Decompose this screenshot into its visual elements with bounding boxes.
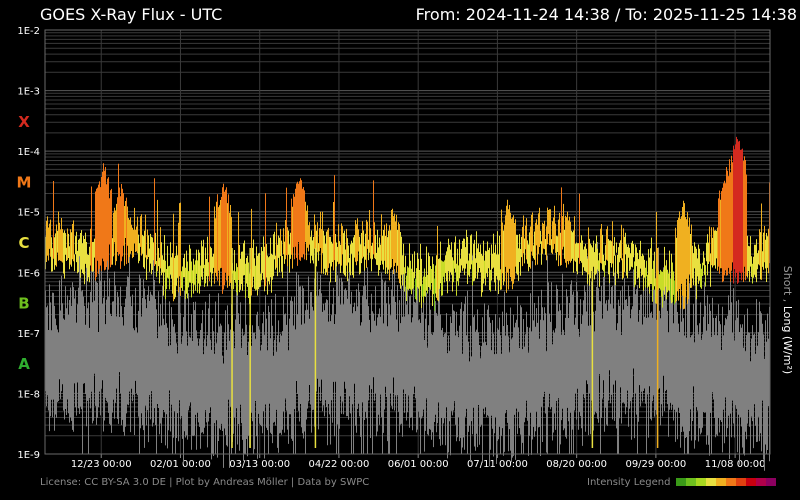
flux-series <box>45 136 770 471</box>
axis-ticks: 1E-2 1E-3 1E-4 1E-5 1E-6 1E-7 1E-8 1E-9 12/23 00… <box>17 26 765 470</box>
intensity-legend-bar <box>676 478 776 486</box>
y-tick-label: 1E-5 <box>17 208 40 219</box>
y-axis-label: Short , Long (W/m²) <box>781 266 794 374</box>
plot-frame <box>44 29 771 455</box>
x-tick-label: 08/20 00:00 <box>546 459 607 470</box>
x-tick-label: 07/11 00:00 <box>467 459 528 470</box>
class-label-m: M <box>17 173 32 191</box>
date-range: From: 2024-11-24 14:38 / To: 2025-11-25 … <box>416 5 797 24</box>
legend-swatch <box>706 478 716 486</box>
x-tick-label: 11/08 00:00 <box>705 459 766 470</box>
legend-swatch <box>746 478 756 486</box>
legend-swatch <box>726 478 736 486</box>
y-tick-label: 1E-4 <box>17 147 40 158</box>
x-tick-label: 06/01 00:00 <box>388 459 449 470</box>
legend-swatch <box>686 478 696 486</box>
legend-swatch <box>766 478 776 486</box>
class-label-x: X <box>18 113 30 131</box>
x-tick-label: 02/01 00:00 <box>150 459 211 470</box>
series-short <box>45 242 770 471</box>
legend-swatch <box>696 478 706 486</box>
footer-license: License: CC BY-SA 3.0 DE | Plot by Andre… <box>40 477 369 488</box>
y-tick-label: 1E-8 <box>17 389 40 400</box>
chart-title: GOES X-Ray Flux - UTC <box>40 5 222 24</box>
legend-swatch <box>716 478 726 486</box>
intensity-legend-label: Intensity Legend <box>587 477 670 488</box>
x-tick-label: 04/22 00:00 <box>309 459 370 470</box>
y-tick-label: 1E-3 <box>17 87 40 98</box>
y-axis-label-separator: , <box>781 295 794 306</box>
y-axis-label-long: Long (W/m²) <box>781 306 794 374</box>
x-tick-label: 03/13 00:00 <box>229 459 290 470</box>
flare-class-labels: X M C B A <box>17 113 32 373</box>
x-tick-label: 09/29 00:00 <box>625 459 686 470</box>
class-label-c: C <box>18 234 29 252</box>
legend-swatch <box>736 478 746 486</box>
class-label-b: B <box>18 295 29 313</box>
class-label-a: A <box>18 355 30 373</box>
y-tick-label: 1E-7 <box>17 329 40 340</box>
legend-swatch <box>676 478 686 486</box>
y-tick-label: 1E-2 <box>17 26 40 37</box>
y-tick-label: 1E-9 <box>17 450 40 461</box>
y-axis-label-short: Short <box>781 266 794 296</box>
x-tick-label: 12/23 00:00 <box>71 459 132 470</box>
legend-swatch <box>756 478 766 486</box>
series-long <box>45 136 770 448</box>
y-tick-label: 1E-6 <box>17 268 40 279</box>
